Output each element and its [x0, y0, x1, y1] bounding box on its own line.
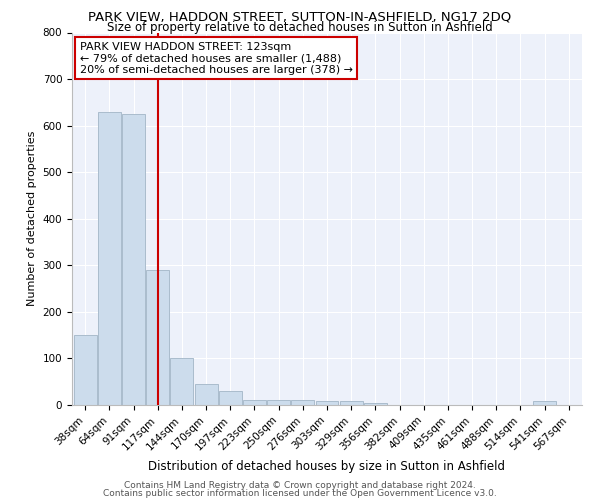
Bar — [364, 402, 387, 405]
Text: Contains HM Land Registry data © Crown copyright and database right 2024.: Contains HM Land Registry data © Crown c… — [124, 481, 476, 490]
Text: Size of property relative to detached houses in Sutton in Ashfield: Size of property relative to detached ho… — [107, 21, 493, 34]
Bar — [340, 402, 362, 405]
Bar — [98, 112, 121, 405]
Bar — [292, 400, 314, 405]
Bar — [533, 402, 556, 405]
Text: PARK VIEW, HADDON STREET, SUTTON-IN-ASHFIELD, NG17 2DQ: PARK VIEW, HADDON STREET, SUTTON-IN-ASHF… — [88, 11, 512, 24]
Bar — [74, 335, 97, 405]
Text: Contains public sector information licensed under the Open Government Licence v3: Contains public sector information licen… — [103, 488, 497, 498]
Bar — [267, 400, 290, 405]
Y-axis label: Number of detached properties: Number of detached properties — [27, 131, 37, 306]
X-axis label: Distribution of detached houses by size in Sutton in Ashfield: Distribution of detached houses by size … — [149, 460, 505, 473]
Bar — [122, 114, 145, 405]
Bar — [170, 358, 193, 405]
Bar — [194, 384, 218, 405]
Bar — [243, 400, 266, 405]
Bar — [219, 391, 242, 405]
Bar — [316, 402, 338, 405]
Bar — [146, 270, 169, 405]
Text: PARK VIEW HADDON STREET: 123sqm
← 79% of detached houses are smaller (1,488)
20%: PARK VIEW HADDON STREET: 123sqm ← 79% of… — [80, 42, 353, 75]
